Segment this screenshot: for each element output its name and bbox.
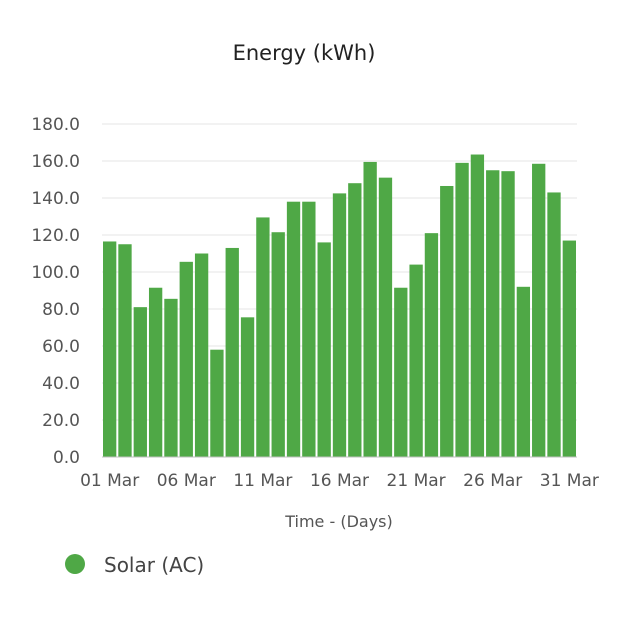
y-tick-label: 140.0: [31, 189, 80, 209]
y-tick-label: 160.0: [31, 152, 80, 172]
bar-29-mar[interactable]: [532, 163, 546, 457]
x-tick-label: 26 Mar: [463, 471, 522, 491]
y-tick-label: 120.0: [31, 226, 80, 246]
bar-15-mar[interactable]: [317, 242, 331, 457]
chart-title: Energy (kWh): [233, 41, 376, 65]
x-tick-label: 21 Mar: [387, 471, 446, 491]
bar-24-mar[interactable]: [455, 162, 469, 457]
y-tick-label: 40.0: [42, 374, 80, 394]
bar-27-mar[interactable]: [501, 171, 515, 457]
bar-23-mar[interactable]: [440, 185, 454, 458]
bar-25-mar[interactable]: [470, 154, 485, 457]
bar-21-mar[interactable]: [409, 264, 423, 457]
y-tick-label: 80.0: [42, 300, 80, 320]
bar-26-mar[interactable]: [486, 170, 500, 457]
x-tick-label: 16 Mar: [310, 471, 369, 491]
bar-01-mar[interactable]: [103, 241, 117, 457]
bar-05-mar[interactable]: [164, 298, 178, 457]
bar-28-mar[interactable]: [516, 286, 531, 457]
y-tick-label: 20.0: [42, 411, 80, 431]
bars: [103, 154, 576, 458]
x-tick-label: 31 Mar: [540, 471, 599, 491]
x-tick-label: 01 Mar: [80, 471, 139, 491]
bar-11-mar[interactable]: [256, 217, 270, 457]
bar-07-mar[interactable]: [194, 253, 209, 458]
bar-17-mar[interactable]: [348, 183, 362, 457]
bar-18-mar[interactable]: [363, 161, 377, 457]
legend-swatch-solar-ac: [65, 554, 85, 574]
bar-19-mar[interactable]: [378, 177, 393, 457]
bar-22-mar[interactable]: [424, 233, 439, 457]
y-tick-label: 100.0: [31, 263, 80, 283]
bar-03-mar[interactable]: [133, 307, 147, 457]
bar-13-mar[interactable]: [286, 201, 301, 457]
x-tick-label: 11 Mar: [233, 471, 292, 491]
bar-16-mar[interactable]: [332, 193, 347, 458]
x-axis-tick-labels: 01 Mar 06 Mar 11 Mar 16 Mar 21 Mar 26 Mar 31 M…: [80, 471, 599, 491]
bar-31-mar[interactable]: [562, 240, 576, 457]
x-axis-title: Time - (Days): [284, 512, 393, 531]
x-tick-label: 06 Mar: [157, 471, 216, 491]
bar-04-mar[interactable]: [148, 287, 163, 457]
bar-02-mar[interactable]: [118, 244, 132, 457]
y-tick-label: 0.0: [53, 448, 80, 468]
y-axis-tick-labels: 0.0 20.0 40.0 60.0 80.0 100.0 120.0 140.0 160.0 1…: [31, 115, 80, 468]
y-tick-label: 180.0: [31, 115, 80, 135]
bar-06-mar[interactable]: [179, 261, 193, 457]
bar-20-mar[interactable]: [394, 287, 408, 457]
y-tick-label: 60.0: [42, 337, 80, 357]
bar-08-mar[interactable]: [210, 349, 224, 457]
legend[interactable]: Solar (AC): [65, 553, 204, 577]
legend-label-solar-ac: Solar (AC): [104, 553, 204, 577]
bar-14-mar[interactable]: [302, 201, 316, 457]
bar-10-mar[interactable]: [240, 317, 255, 457]
bar-09-mar[interactable]: [225, 247, 239, 457]
bar-30-mar[interactable]: [547, 192, 561, 457]
bar-12-mar[interactable]: [271, 232, 285, 457]
